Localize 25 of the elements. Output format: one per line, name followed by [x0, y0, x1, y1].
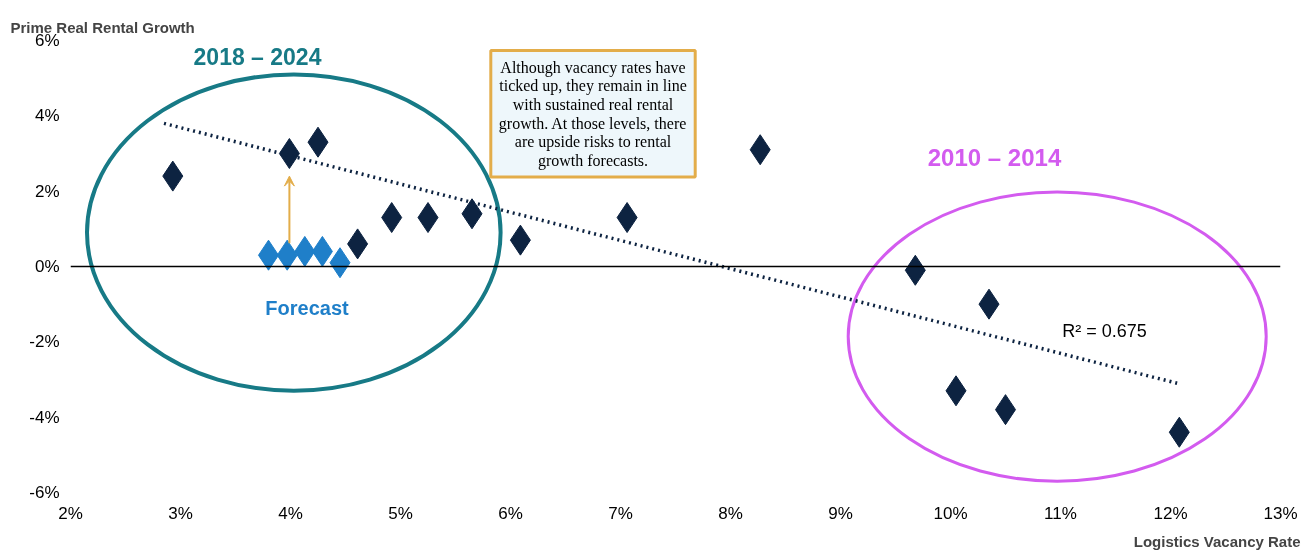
x-axis-title: Logistics Vacancy Rate [1133, 532, 1301, 550]
y-tick-label: -4% [29, 407, 60, 427]
x-tick-label: 4% [278, 503, 303, 523]
y-tick-label: 2% [34, 181, 60, 201]
x-tick-label: 12% [1153, 503, 1188, 523]
x-tick-label: 7% [608, 503, 633, 523]
annotation: Forecast [265, 296, 350, 319]
x-tick-label: 8% [718, 503, 743, 523]
x-tick-label: 13% [1263, 503, 1298, 523]
x-tick-label: 10% [933, 503, 968, 523]
y-tick-label: -2% [29, 332, 60, 352]
annotation: 2018 – 2024 [193, 44, 322, 71]
annotation: Although vacancy rates have ticked up, they remain in line with sustained real rental growth. At those levels, there are upside risks to rental growth forecasts. [498, 58, 687, 170]
y-tick-label: 4% [34, 106, 60, 126]
x-tick-label: 11% [1044, 503, 1077, 523]
point [278, 138, 300, 169]
y-tick-label: 0% [34, 257, 60, 276]
x-tick-label: 3% [168, 503, 193, 523]
x-tick-label: 5% [388, 503, 413, 523]
x-tick-label: 2% [58, 503, 83, 523]
annotation: R² = 0.675 [1062, 320, 1147, 341]
x-tick-label: 6% [498, 503, 523, 523]
y-tick-label: -6% [29, 483, 60, 502]
x-tick-label: 9% [828, 503, 853, 523]
annotation: 2010 – 2014 [927, 143, 1062, 171]
